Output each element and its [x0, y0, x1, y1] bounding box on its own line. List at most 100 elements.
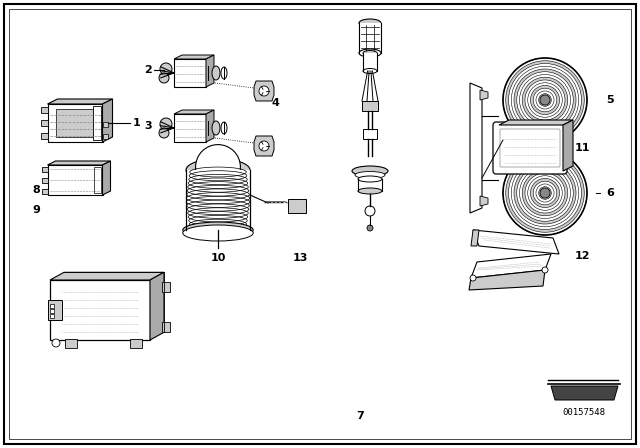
Polygon shape [254, 81, 274, 101]
Circle shape [536, 91, 554, 109]
Circle shape [540, 95, 550, 105]
Circle shape [503, 151, 587, 235]
Text: 00157548: 00157548 [563, 408, 605, 417]
Polygon shape [47, 99, 113, 104]
Bar [50, 314, 54, 318]
Bar [50, 309, 54, 313]
Ellipse shape [212, 66, 220, 80]
Text: 6: 6 [606, 188, 614, 198]
Text: 1: 1 [133, 118, 141, 128]
Text: 7: 7 [356, 411, 364, 421]
Bar [130, 339, 142, 348]
Polygon shape [102, 161, 111, 195]
Circle shape [520, 168, 570, 219]
Circle shape [525, 80, 565, 120]
Bar [42, 167, 47, 172]
Circle shape [520, 74, 570, 125]
Ellipse shape [183, 225, 253, 241]
Circle shape [531, 178, 559, 207]
Bar [56, 109, 93, 137]
Text: 10: 10 [211, 253, 226, 263]
Polygon shape [471, 230, 479, 246]
Ellipse shape [358, 188, 382, 194]
Ellipse shape [363, 51, 377, 56]
Text: 9: 9 [32, 205, 40, 215]
Text: 13: 13 [292, 253, 308, 263]
Polygon shape [174, 59, 206, 87]
Text: 11: 11 [575, 143, 591, 153]
Circle shape [511, 159, 579, 227]
Circle shape [259, 141, 269, 151]
Circle shape [506, 154, 584, 232]
Polygon shape [206, 55, 214, 87]
Polygon shape [206, 110, 214, 142]
Ellipse shape [359, 49, 381, 57]
Circle shape [528, 83, 563, 117]
Ellipse shape [352, 166, 388, 176]
Circle shape [365, 206, 375, 216]
Bar [363, 129, 377, 139]
Bar [93, 167, 100, 193]
Polygon shape [471, 254, 551, 278]
Bar [40, 120, 47, 126]
Polygon shape [469, 270, 545, 290]
Ellipse shape [221, 67, 227, 79]
Text: 4: 4 [272, 98, 280, 108]
Polygon shape [254, 136, 274, 156]
Circle shape [503, 58, 587, 142]
Bar [186, 170, 250, 230]
Polygon shape [499, 120, 573, 125]
FancyBboxPatch shape [493, 122, 567, 174]
Polygon shape [563, 120, 573, 171]
Circle shape [539, 187, 551, 199]
Polygon shape [47, 104, 102, 142]
Bar [40, 107, 47, 113]
Circle shape [514, 162, 576, 224]
Polygon shape [50, 280, 150, 340]
Bar [288, 199, 306, 213]
Circle shape [52, 339, 60, 347]
Circle shape [516, 165, 573, 221]
Circle shape [533, 88, 557, 112]
Circle shape [525, 173, 565, 213]
Polygon shape [150, 272, 164, 340]
Text: 2: 2 [144, 65, 152, 75]
Polygon shape [470, 83, 482, 213]
Circle shape [470, 275, 476, 281]
Bar [362, 101, 378, 111]
Ellipse shape [355, 172, 385, 178]
Polygon shape [50, 272, 164, 280]
Circle shape [196, 145, 241, 190]
Circle shape [542, 267, 548, 273]
Bar [40, 133, 47, 139]
Bar [162, 322, 170, 332]
Bar [102, 134, 108, 139]
Circle shape [511, 66, 579, 134]
Bar [42, 177, 47, 182]
Bar [102, 122, 108, 127]
Ellipse shape [363, 69, 377, 73]
Bar [93, 106, 100, 140]
Circle shape [528, 176, 563, 210]
Bar [162, 282, 170, 292]
Circle shape [536, 184, 554, 202]
Circle shape [259, 86, 269, 96]
Bar [363, 53, 377, 71]
Polygon shape [473, 230, 559, 254]
Circle shape [514, 69, 576, 131]
Polygon shape [47, 161, 111, 165]
Bar [359, 23, 381, 53]
Polygon shape [174, 114, 206, 142]
Circle shape [160, 63, 172, 75]
Circle shape [159, 128, 169, 138]
Circle shape [539, 94, 551, 106]
Circle shape [367, 225, 373, 231]
Polygon shape [480, 90, 488, 100]
Circle shape [540, 188, 550, 198]
Circle shape [159, 73, 169, 83]
Ellipse shape [221, 122, 227, 134]
Ellipse shape [212, 121, 220, 135]
Bar [50, 304, 54, 308]
Text: 3: 3 [145, 121, 152, 131]
Circle shape [522, 77, 568, 123]
